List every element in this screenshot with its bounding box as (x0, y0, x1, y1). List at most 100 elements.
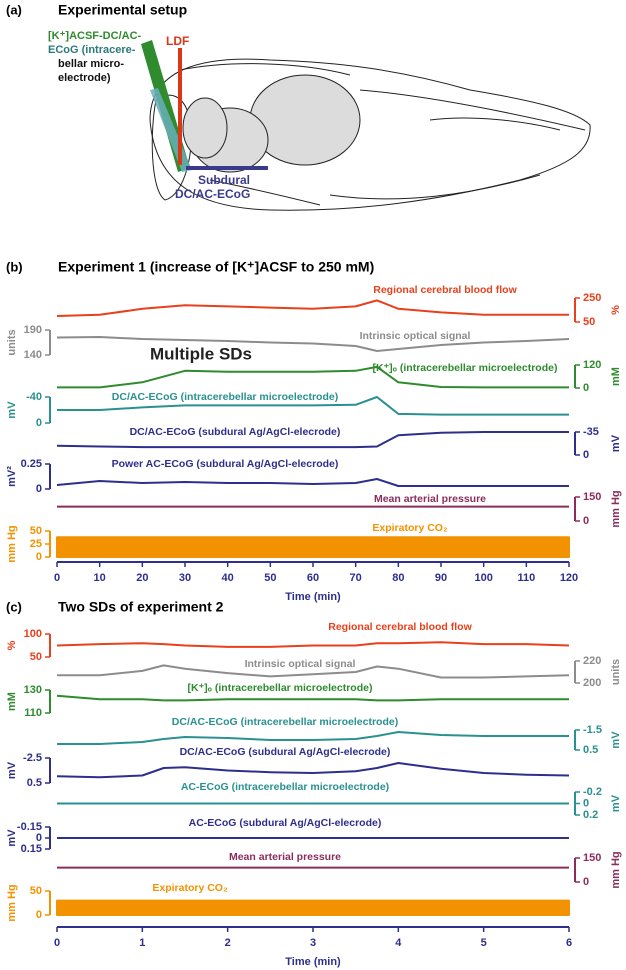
panel-label: (a) (6, 2, 22, 17)
y-tick-label: 0.15 (21, 843, 42, 855)
trace-label: DC/AC-ECoG (intracerebellar microelectro… (112, 391, 338, 403)
y-axis-unit: mV² (6, 466, 18, 487)
annotation: Multiple SDs (150, 344, 252, 363)
x-tick-label: 10 (94, 572, 106, 584)
y-axis-unit: mV (610, 794, 622, 812)
y-tick-label: 150 (583, 852, 601, 864)
y-tick-label: 0 (583, 797, 589, 809)
label-line: [K⁺]ACSF-DC/AC- (48, 30, 142, 42)
brain (182, 74, 361, 173)
trace-label: Expiratory CO₂ (372, 522, 448, 534)
y-tick-label: -2.5 (23, 752, 42, 764)
y-tick-label: 0 (583, 449, 589, 461)
y-tick-label: 0 (36, 832, 42, 844)
x-tick-label: 120 (560, 572, 578, 584)
x-tick-label: 6 (566, 937, 572, 949)
trace-label: Regional cerebral blood flow (373, 284, 517, 296)
subdural-label: Subdural (198, 173, 250, 187)
x-tick-label: 90 (435, 572, 447, 584)
y-axis-unit: mM (6, 692, 18, 711)
y-tick-label: 250 (583, 292, 601, 304)
panel-label: (c) (6, 599, 22, 614)
y-axis-unit: mm Hg (610, 490, 622, 527)
y-axis-unit: mV (6, 829, 18, 847)
trace (56, 762, 570, 779)
trace-label: Intrinsic optical signal (360, 330, 471, 342)
trace-label: DC/AC-ECoG (intracerebellar microelectro… (172, 716, 398, 728)
trace-label: AC-ECoG (subdural Ag/AgCl-elecrode) (189, 817, 382, 829)
trace (56, 641, 570, 648)
y-tick-label: 0.25 (21, 458, 42, 470)
y-tick-label: 0 (36, 483, 42, 495)
trace (57, 365, 569, 389)
trace-area (56, 536, 570, 558)
x-tick-label: 0 (54, 937, 60, 949)
y-tick-label: 0 (36, 551, 42, 563)
y-tick-label: 140 (24, 349, 42, 361)
y-tick-label: 0 (583, 382, 589, 394)
y-tick-label: 150 (583, 491, 601, 503)
trace-label: Mean arterial pressure (229, 851, 341, 863)
y-axis-unit: mV (610, 731, 622, 749)
trace (57, 731, 569, 745)
y-axis-unit: mV (610, 434, 622, 452)
subdural-label: DC/AC-ECoG (175, 187, 250, 201)
trace (56, 431, 569, 449)
trace-label: Regional cerebral blood flow (328, 621, 472, 633)
x-tick-label: 50 (264, 572, 276, 584)
trace (56, 336, 570, 352)
microelectrode-label: [K⁺]ACSF-DC/AC- ECoG (intracere- bellar … (48, 30, 142, 84)
y-axis-unit: units (6, 329, 18, 355)
y-axis-unit: units (610, 659, 622, 685)
x-tick-label: 4 (395, 937, 402, 949)
y-axis-unit: % (6, 640, 18, 650)
y-tick-label: 50 (30, 525, 42, 537)
y-tick-label: -1.5 (583, 724, 602, 736)
y-tick-label: 0 (36, 417, 42, 429)
x-tick-label: 60 (307, 572, 319, 584)
x-tick-label: 5 (481, 937, 487, 949)
trace-label: [K⁺]ₒ (intracerebellar microelectrode) (373, 362, 558, 374)
y-tick-label: -0.15 (17, 821, 42, 833)
y-tick-label: 50 (30, 885, 42, 897)
y-tick-label: -0.2 (583, 786, 602, 798)
x-tick-label: 80 (392, 572, 404, 584)
y-axis-unit: mm Hg (6, 884, 18, 921)
x-tick-label: 110 (517, 572, 535, 584)
trace-label: Mean arterial pressure (374, 493, 486, 505)
y-axis-unit: mM (610, 367, 622, 386)
y-axis-unit: mV (6, 761, 18, 779)
x-tick-label: 100 (474, 572, 492, 584)
label-line: ECoG (intracere- (48, 44, 136, 56)
trace-area (56, 899, 570, 916)
label-line: bellar micro- (58, 58, 124, 70)
panel-label: (b) (6, 259, 23, 274)
x-axis-title: Time (min) (285, 591, 341, 603)
trace-label: Power AC-ECoG (subdural Ag/AgCl-elecrode… (112, 458, 339, 470)
y-tick-label: -40 (26, 391, 42, 403)
y-tick-label: 0 (583, 515, 589, 527)
y-tick-label: 0 (583, 876, 589, 888)
trace-label: [K⁺]ₒ (intracerebellar microelectrode) (188, 682, 373, 694)
y-tick-label: 0.5 (583, 744, 598, 756)
y-tick-label: 190 (24, 324, 42, 336)
x-tick-label: 20 (136, 572, 148, 584)
ldf-label: LDF (166, 34, 189, 48)
y-tick-label: -35 (583, 426, 599, 438)
y-tick-label: 0.5 (27, 777, 42, 789)
y-axis-unit: % (610, 305, 622, 315)
x-tick-label: 40 (222, 572, 234, 584)
x-tick-label: 1 (139, 937, 145, 949)
y-tick-label: 130 (24, 684, 42, 696)
trace (56, 478, 569, 487)
trace-label: DC/AC-ECoG (subdural Ag/AgCl-elecrode) (180, 746, 391, 758)
y-tick-label: 120 (583, 359, 601, 371)
label-line: electrode) (58, 72, 111, 84)
y-axis-unit: mm Hg (610, 851, 622, 888)
trace-label: Intrinsic optical signal (245, 658, 356, 670)
panel-title: Two SDs of experiment 2 (58, 599, 224, 615)
trace (57, 664, 570, 679)
y-tick-label: 220 (583, 655, 601, 667)
y-tick-label: 50 (583, 316, 595, 328)
